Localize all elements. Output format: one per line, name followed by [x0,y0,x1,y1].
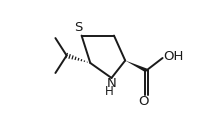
Text: O: O [138,94,148,107]
Polygon shape [125,60,147,72]
Text: OH: OH [163,50,184,63]
Text: S: S [74,21,83,34]
Text: N: N [106,77,116,90]
Text: H: H [105,85,114,98]
